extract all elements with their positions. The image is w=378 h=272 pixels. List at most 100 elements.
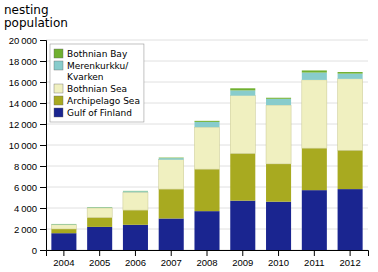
tick-mark (40, 229, 46, 230)
tick: 14 000 (9, 98, 46, 109)
tick-mark (242, 250, 243, 256)
axis-line (40, 41, 47, 251)
bar-segment (159, 219, 184, 251)
tick-mark (40, 250, 46, 251)
tick-mark (40, 82, 46, 83)
tick: 0 (32, 245, 46, 256)
bar-segment (159, 189, 184, 218)
grid (46, 40, 368, 250)
bar-segment (87, 208, 112, 217)
tick: 2007 (161, 250, 182, 268)
tick-mark (278, 250, 279, 256)
bars (51, 70, 362, 250)
tick-label: 4 000 (14, 203, 37, 214)
tick-label: 2011 (304, 257, 324, 268)
tick-label: 2009 (232, 257, 253, 268)
legend-label: Merenkurkku/Kvarken (67, 61, 129, 82)
bar-segment (338, 72, 363, 74)
legend: Bothnian Bay Merenkurkku/Kvarken Bothnian … (50, 44, 144, 122)
bar-segment (123, 191, 148, 192)
bar-segment (266, 164, 291, 202)
bar-segment (302, 70, 327, 72)
tick-mark (40, 124, 46, 125)
series (51, 70, 362, 224)
tick: 2006 (125, 250, 146, 268)
tick-mark (63, 250, 64, 256)
tick-label: 2012 (340, 257, 361, 268)
tick-label: 14 000 (9, 98, 37, 109)
series (51, 73, 362, 225)
legend-item: Bothnian Sea (54, 84, 127, 94)
y-label: nestingpopulation (4, 3, 68, 30)
tick: 2008 (196, 250, 217, 268)
bar-segment (230, 90, 255, 95)
x-axis: 200420052006200720082009201020112012 (47, 250, 369, 268)
tick-label: 2007 (161, 257, 182, 268)
bar-segment (230, 88, 255, 90)
legend-swatch (54, 108, 63, 117)
tick: 2 000 (14, 224, 46, 235)
legend-item: Gulf of Finland (54, 108, 132, 118)
tick: 2012 (340, 250, 361, 268)
chart: nestingpopulation02 0004 0006 0008 00010… (0, 0, 378, 272)
tick-mark (40, 40, 46, 41)
bar-segment (266, 99, 291, 105)
bar-segment (194, 169, 219, 211)
bar-segment (230, 201, 255, 250)
legend-label: Bothnian Bay (67, 49, 128, 59)
bar-segment (87, 207, 112, 208)
tick-label: 2008 (196, 257, 217, 268)
tick-mark (40, 103, 46, 104)
tick-label: 2006 (125, 257, 146, 268)
y-axis: 02 0004 0006 0008 00010 00012 00014 0001… (9, 35, 47, 256)
tick-label: 8 000 (14, 161, 37, 172)
tick-mark (314, 250, 315, 256)
bar-segment (123, 210, 148, 225)
tick-mark (40, 166, 46, 167)
bar-segment (302, 80, 327, 148)
tick-label: 6 000 (14, 182, 37, 193)
tick-mark (135, 250, 136, 256)
tick-label: 2 000 (14, 224, 37, 235)
tick-label: 0 (32, 245, 37, 256)
bar-segment (123, 192, 148, 210)
tick-mark (171, 250, 172, 256)
tick: 2009 (232, 250, 253, 268)
tick-label: 2010 (268, 257, 289, 268)
tick-mark (207, 250, 208, 256)
tick-mark (40, 208, 46, 209)
bar-segment (338, 74, 363, 79)
bar-segment (87, 217, 112, 226)
tick-label: 2005 (89, 257, 110, 268)
tick: 2011 (304, 250, 324, 268)
series (51, 79, 362, 229)
bar-segment (51, 223, 76, 224)
tick-label: 18 000 (9, 56, 37, 67)
legend-item: Archipelago Sea (54, 96, 140, 106)
bar-segment (194, 121, 219, 122)
tick: 12 000 (9, 119, 46, 130)
bar-segment (302, 148, 327, 190)
legend-swatch (54, 84, 63, 93)
legend-swatch (54, 61, 63, 70)
bar-segment (123, 190, 148, 191)
tick: 2010 (268, 250, 289, 268)
bar-segment (302, 190, 327, 250)
tick-mark (40, 145, 46, 146)
bar-segment (159, 158, 184, 160)
tick-mark (99, 250, 100, 256)
bar-segment (194, 122, 219, 127)
legend-box (50, 44, 144, 122)
bar-segment (87, 207, 112, 209)
bar-segment (266, 202, 291, 250)
tick: 16 000 (9, 77, 46, 88)
tick: 18 000 (9, 56, 46, 67)
bar-segment (123, 225, 148, 250)
bar-segment (51, 229, 76, 233)
bar-segment (51, 225, 76, 229)
legend-label: Bothnian Sea (67, 84, 127, 94)
tick-mark (40, 61, 46, 62)
bar-segment (302, 73, 327, 80)
bar-segment (266, 98, 291, 99)
tick: 20 000 (9, 35, 46, 46)
